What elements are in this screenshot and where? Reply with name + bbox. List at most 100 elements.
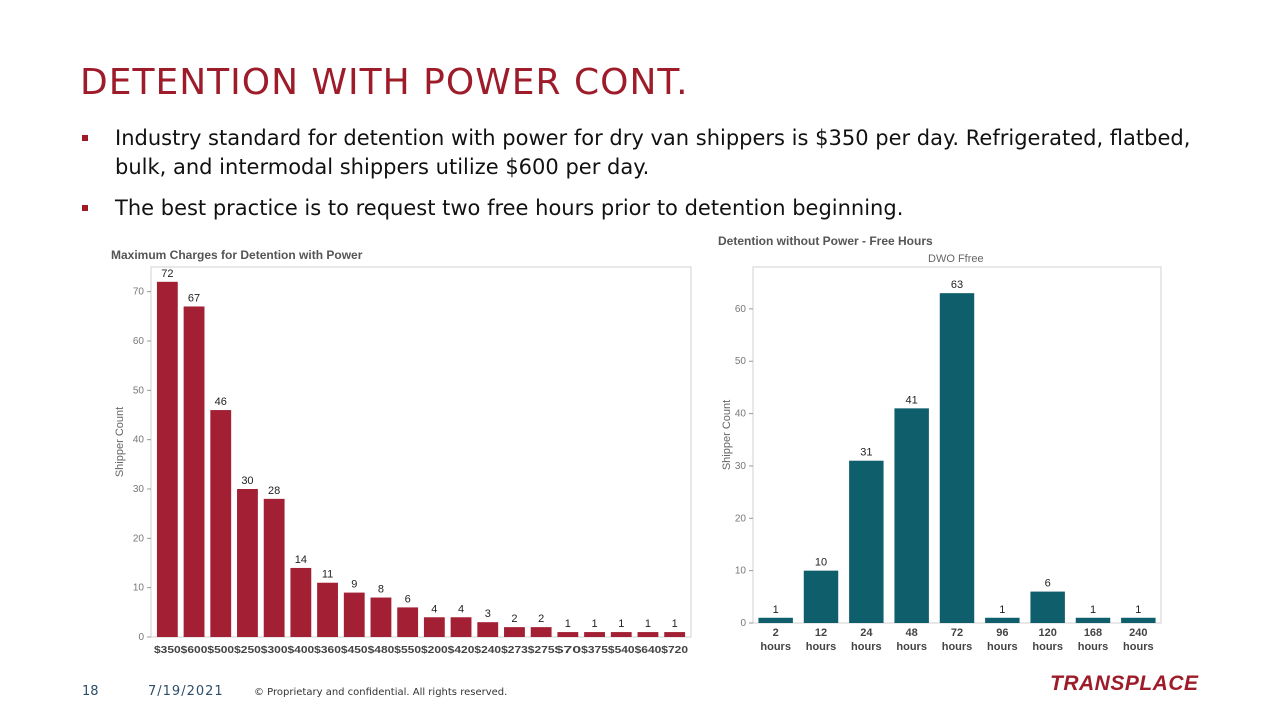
data-label: 2 — [511, 613, 517, 625]
bar — [156, 281, 178, 637]
bar — [263, 498, 285, 637]
data-label: 10 — [815, 557, 827, 569]
x-tick-label: $540 — [608, 645, 635, 656]
data-label: 1 — [565, 618, 571, 630]
bar — [237, 489, 258, 637]
data-label: 6 — [405, 593, 411, 605]
x-tick-label: $240 — [474, 645, 501, 656]
y-tick-label: 0 — [740, 618, 746, 629]
bar — [183, 306, 205, 637]
x-tick-label: $420 — [448, 645, 475, 656]
bullet-text: The best practice is to request two free… — [115, 196, 904, 220]
x-tick-label: $600 — [181, 645, 208, 656]
y-tick-label: 30 — [133, 484, 145, 495]
x-tick-label: 24 hours — [851, 627, 882, 653]
bar — [317, 582, 338, 637]
y-tick-label: 70 — [133, 287, 145, 298]
bar — [849, 460, 884, 623]
chart-subtitle: DWO Ffree — [928, 253, 984, 265]
plot-frame — [150, 266, 692, 638]
y-tick-label: 20 — [735, 513, 747, 524]
x-tick-label: $550 — [394, 645, 421, 656]
bar — [584, 632, 605, 637]
x-tick-label: 48 hours — [896, 627, 927, 653]
data-label: 11 — [322, 569, 333, 581]
data-label: 46 — [215, 396, 227, 408]
data-label: 1 — [1135, 604, 1141, 616]
x-tick-label: $300 — [261, 645, 288, 656]
y-tick-label: 20 — [133, 533, 145, 544]
x-tick-label: $200 — [421, 645, 448, 656]
y-tick-label: 50 — [133, 385, 145, 396]
data-label: 31 — [860, 447, 872, 459]
data-label: 30 — [241, 475, 253, 487]
bullet-square-icon — [82, 205, 88, 211]
y-tick-label: 10 — [133, 583, 145, 594]
data-label: 1 — [645, 618, 651, 630]
y-axis-label: Shipper Count — [721, 400, 733, 470]
bar — [939, 293, 975, 623]
y-tick-label: 40 — [133, 435, 145, 446]
x-tick-label: $360 — [314, 645, 341, 656]
data-label: 1 — [773, 604, 779, 616]
bar — [477, 622, 499, 637]
x-tick-label: $720 — [661, 645, 688, 656]
bar — [290, 567, 312, 637]
x-tick-label: $350 — [154, 645, 181, 656]
data-label: 67 — [188, 292, 200, 304]
data-label: 4 — [431, 603, 437, 615]
bullet-item: Industry standard for detention with pow… — [80, 124, 1200, 182]
data-label: 41 — [906, 394, 918, 406]
bar — [423, 617, 445, 637]
bullet-item: The best practice is to request two free… — [80, 194, 1200, 223]
chart-canvas: 0 10 20 30 40 50 60 70 Shipper Count 72 $350 67 $600… — [114, 266, 692, 656]
data-label: 8 — [378, 584, 384, 596]
bar — [1075, 617, 1111, 623]
x-tick-label: $275 — [528, 645, 555, 656]
page-number: 18 — [82, 684, 99, 699]
y-tick-label: 40 — [735, 409, 747, 420]
data-label: 63 — [951, 279, 963, 291]
bar — [894, 408, 929, 623]
y-tick-label: 60 — [735, 304, 747, 315]
detention-without-power-chart: Detention without Power - Free Hours DWO… — [712, 226, 1172, 660]
data-label: 1 — [1090, 604, 1096, 616]
bullet-list: Industry standard for detention with pow… — [80, 124, 1200, 235]
x-tick-label: $273 — [501, 645, 528, 656]
bar — [210, 410, 232, 637]
bar — [530, 627, 552, 637]
chart-title: Detention without Power - Free Hours — [718, 234, 933, 248]
y-tick-label: 0 — [138, 632, 144, 643]
x-tick-label: 96 hours — [987, 627, 1018, 653]
bar — [397, 607, 419, 637]
bullet-text: Industry standard for detention with pow… — [115, 126, 1191, 179]
x-tick-label: 120 hours — [1032, 627, 1063, 653]
bar — [1121, 617, 1156, 623]
y-tick-label: 30 — [735, 461, 747, 472]
bar — [557, 632, 579, 637]
x-tick-label: $70 — [555, 645, 582, 656]
y-axis-label: Shipper Count — [114, 407, 126, 477]
bar — [370, 597, 392, 637]
x-tick-label: $480 — [368, 645, 395, 656]
transplace-logo: TRANSPLACE — [1050, 672, 1199, 695]
x-tick-label: $450 — [341, 645, 368, 656]
y-tick-label: 10 — [735, 566, 747, 577]
x-tick-label: 168 hours — [1078, 627, 1109, 653]
bar — [504, 627, 525, 637]
x-tick-label: $250 — [234, 645, 261, 656]
bar — [343, 592, 365, 637]
bar — [1030, 591, 1065, 623]
y-tick-label: 50 — [735, 356, 747, 367]
data-label: 1 — [618, 618, 624, 630]
bar — [985, 617, 1020, 623]
data-label: 72 — [161, 268, 173, 280]
x-tick-label: 240 hours — [1123, 627, 1154, 653]
bar — [758, 617, 793, 623]
data-label: 9 — [351, 579, 357, 591]
x-tick-label: 72 hours — [942, 627, 973, 653]
y-tick-label: 60 — [133, 336, 145, 347]
slide-title: DETENTION WITH POWER CONT. — [80, 62, 689, 103]
bar — [637, 632, 659, 637]
